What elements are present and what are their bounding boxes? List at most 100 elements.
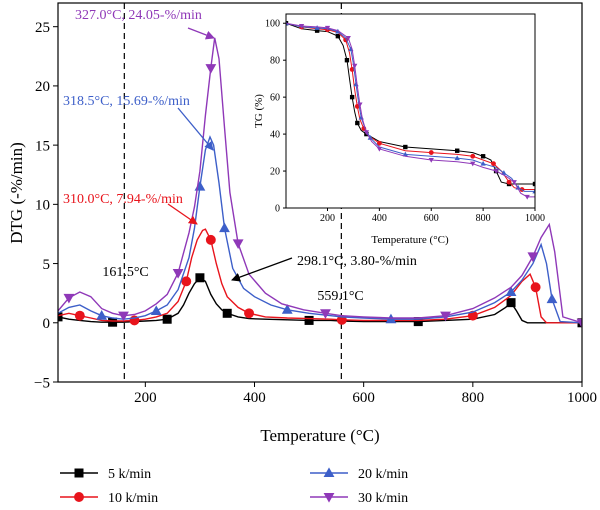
legend-entry-label: 20 k/min [358, 467, 408, 482]
annotations: 327.0°C, 24.05-%/min 318.5°C, 15.69-%/min… [63, 8, 417, 282]
main-series-marker [63, 293, 75, 304]
inset-y-tick-label: 60 [270, 93, 280, 104]
inset-plot: 200 400 600 800 1000 0 20 40 60 80 100 Temperature… [253, 13, 545, 246]
inset-series-marker [314, 28, 320, 33]
reference-line-label: 161.5°C [102, 265, 148, 280]
inset-series-marker [403, 144, 408, 150]
main-series-marker [96, 310, 108, 320]
peak-annotation-label: 298.1°C, 3.80-%/min [297, 254, 417, 269]
inset-series-marker [428, 150, 434, 155]
main-y-tick-label: 15 [35, 138, 50, 154]
main-y-tick-label: 10 [35, 198, 50, 214]
inset-series-marker [349, 67, 355, 72]
inset-x-tick-label: 800 [476, 213, 491, 224]
inset-series-marker [376, 140, 382, 146]
main-y-tick-label: 5 [43, 257, 51, 273]
inset-series-marker [324, 25, 331, 31]
main-series-marker [527, 252, 539, 263]
inset-series-marker [314, 25, 320, 30]
inset-ticks: 200 400 600 800 1000 0 20 40 60 80 100 [265, 19, 545, 224]
inset-series-marker [349, 94, 355, 100]
inset-series-marker [376, 146, 383, 152]
inset-series [286, 20, 535, 200]
main-y-tick-label: 25 [35, 20, 50, 36]
main-series-marker [205, 234, 216, 245]
inset-plot-frame [285, 13, 536, 209]
main-series-marker [108, 317, 118, 327]
peak-annotation-label: 310.0°C, 7.94-%/min [63, 192, 183, 207]
main-series-marker [219, 222, 230, 233]
legend-entry-label: 10 k/min [108, 491, 158, 506]
main-series-marker [195, 273, 205, 283]
inset-series-marker [298, 24, 305, 29]
inset-series-line-4 [286, 22, 535, 198]
main-series-marker [118, 311, 129, 322]
inset-series-marker [480, 154, 486, 159]
annotation-arrow [187, 27, 215, 40]
main-series-marker [320, 309, 331, 319]
main-y-tick-label: 0 [43, 316, 51, 332]
main-x-tick-label: 600 [352, 390, 375, 406]
legend-marker [323, 467, 335, 478]
main-plot-frame [57, 2, 583, 383]
main-series-marker [232, 239, 244, 250]
main-series-marker [172, 268, 184, 279]
main-series-marker [74, 310, 85, 321]
peak-annotation-label: 327.0°C, 24.05-%/min [75, 8, 202, 23]
main-series-marker [440, 311, 451, 322]
annotation-arrow [167, 203, 198, 225]
inset-background [286, 14, 535, 208]
main-series [58, 37, 582, 329]
main-x-axis-label: Temperature (°C) [260, 426, 379, 445]
inset-series-marker [470, 161, 476, 167]
inset-x-tick-label: 600 [424, 213, 439, 224]
inset-series-marker [506, 179, 512, 185]
main-series-marker [505, 286, 517, 297]
legend-marker [74, 468, 84, 478]
legend-marker [74, 492, 84, 502]
inset-y-axis-label: TG (%) [253, 94, 265, 128]
legend-entry-label: 30 k/min [358, 491, 408, 506]
inset-y-tick-label: 20 [270, 167, 280, 178]
inset-series-marker [355, 120, 360, 126]
inset-y-tick-label: 40 [270, 130, 280, 141]
peak-annotation-label: 318.5°C, 15.69-%/min [63, 94, 190, 109]
main-series-marker [58, 312, 63, 322]
inset-series-marker [515, 184, 521, 190]
reference-line-label: 559.1°C [317, 289, 363, 304]
inset-series-marker [501, 170, 507, 175]
main-series-marker [506, 298, 516, 308]
main-series-marker [281, 304, 293, 314]
inset-series-marker [454, 155, 460, 161]
inset-series-marker [335, 33, 341, 39]
main-x-tick-label: 400 [243, 390, 266, 406]
inset-series-marker [493, 169, 499, 174]
annotation-arrow [231, 257, 293, 282]
inset-series-marker [344, 57, 350, 63]
inset-series-marker [363, 130, 370, 135]
main-series-marker [181, 276, 192, 287]
main-y-tick-label: 20 [35, 79, 50, 95]
main-series-marker [413, 317, 423, 327]
main-y-axis-label: DTG (-%/min) [7, 142, 26, 244]
main-series-marker [205, 64, 217, 74]
inset-series-marker [480, 160, 486, 166]
inset-x-tick-label: 200 [320, 213, 335, 224]
inset-series-marker [454, 148, 460, 153]
inset-y-tick-label: 0 [275, 204, 280, 215]
inset-series-marker [511, 180, 517, 185]
inset-series-marker [491, 161, 496, 167]
main-x-tick-label: 1000 [567, 390, 597, 406]
legend-entry-label: 5 k/min [108, 467, 151, 482]
main-y-tick-label: −5 [34, 375, 50, 391]
inset-x-tick-label: 1000 [525, 213, 545, 224]
main-x-tick-label: 800 [462, 390, 485, 406]
main-series-marker [304, 315, 314, 325]
inset-y-tick-label: 80 [270, 56, 280, 67]
inset-y-tick-label: 100 [265, 19, 280, 30]
inset-series-marker [367, 135, 373, 140]
inset-series-marker [532, 188, 535, 194]
